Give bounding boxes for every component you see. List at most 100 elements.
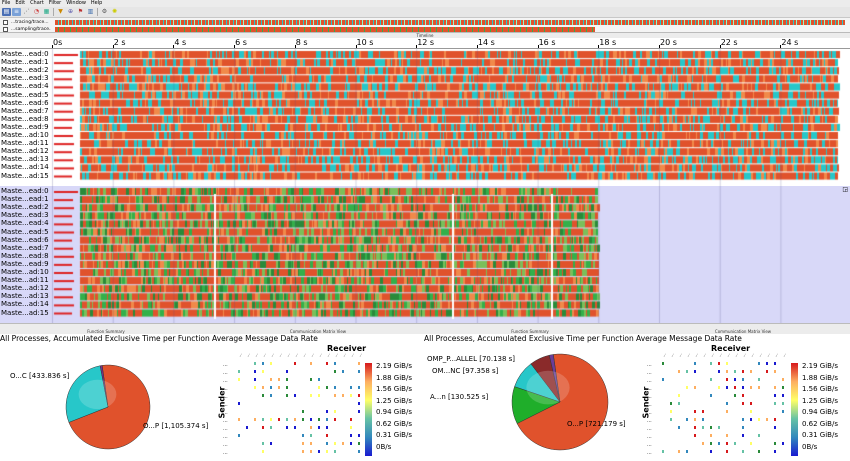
filter-icon[interactable]: ▼	[58, 8, 63, 15]
matrix-cell[interactable]	[238, 402, 240, 405]
matrix-cell[interactable]	[286, 378, 288, 381]
thread-label[interactable]: Maste...ead:0	[1, 187, 49, 195]
matrix-cell[interactable]	[710, 442, 712, 445]
timeline-bottom-canvas[interactable]	[0, 186, 850, 323]
matrix-cell[interactable]	[710, 434, 712, 437]
communication-matrix-icon[interactable]: ▦	[43, 8, 50, 15]
matrix-cell[interactable]	[782, 386, 784, 389]
pie-slice[interactable]	[516, 353, 609, 451]
thread-label[interactable]: Maste...ead:3	[1, 211, 49, 220]
process-profile-icon[interactable]: ≡	[12, 8, 21, 16]
matrix-cell[interactable]	[742, 418, 744, 421]
matrix-cell[interactable]	[718, 426, 720, 429]
matrix-cell[interactable]	[726, 402, 728, 405]
matrix-cell[interactable]	[262, 394, 264, 397]
matrix-cell[interactable]	[358, 450, 360, 453]
matrix-cell[interactable]	[318, 386, 320, 389]
matrix-cell[interactable]	[310, 426, 312, 429]
matrix-cell[interactable]	[678, 402, 680, 405]
matrix-cell[interactable]	[286, 426, 288, 429]
matrix-cell[interactable]	[310, 418, 312, 421]
matrix-cell[interactable]	[678, 394, 680, 397]
thread-label[interactable]: Maste...ad:10	[1, 131, 49, 139]
matrix-cell[interactable]	[686, 418, 688, 421]
thread-label[interactable]: Maste...ead:5	[1, 90, 49, 99]
matrix-cell[interactable]	[326, 386, 328, 389]
thread-label[interactable]: Maste...ad:15	[1, 308, 49, 317]
matrix-cell[interactable]	[678, 426, 680, 429]
menu-filter[interactable]: Filter	[48, 0, 62, 6]
matrix-cell[interactable]	[726, 442, 728, 445]
matrix-cell[interactable]	[774, 402, 776, 405]
matrix-cell[interactable]	[758, 418, 760, 421]
matrix-cell[interactable]	[774, 362, 776, 365]
matrix-cell[interactable]	[238, 370, 240, 373]
thread-label[interactable]: Maste...ad:14	[1, 163, 49, 172]
matrix-cell[interactable]	[254, 378, 256, 381]
pie-slice[interactable]	[68, 364, 151, 450]
thread-label[interactable]: Maste...ad:13	[1, 292, 49, 301]
matrix-cell[interactable]	[670, 410, 672, 413]
matrix-cell[interactable]	[686, 370, 688, 373]
matrix-cell[interactable]	[678, 450, 680, 453]
matrix-cell[interactable]	[342, 442, 344, 445]
matrix-cell[interactable]	[758, 386, 760, 389]
thread-label[interactable]: Maste...ead:6	[1, 235, 49, 244]
matrix-cell[interactable]	[262, 426, 264, 429]
matrix-cell[interactable]	[358, 410, 360, 413]
matrix-cell[interactable]	[270, 426, 272, 429]
matrix-cell[interactable]	[350, 426, 352, 429]
matrix-cell[interactable]	[662, 378, 664, 381]
thread-label[interactable]: Maste...ad:12	[1, 147, 49, 156]
matrix-cell[interactable]	[358, 434, 360, 437]
matrix-cell[interactable]	[294, 394, 296, 397]
matrix-cell[interactable]	[686, 386, 688, 389]
matrix-cell[interactable]	[750, 442, 752, 445]
matrix-cell[interactable]	[238, 378, 240, 381]
matrix-cell[interactable]	[694, 434, 696, 437]
matrix-cell[interactable]	[678, 370, 680, 373]
matrix-cell[interactable]	[310, 450, 312, 453]
matrix-cell[interactable]	[758, 362, 760, 365]
matrix-cell[interactable]	[710, 378, 712, 381]
matrix-cell[interactable]	[270, 442, 272, 445]
matrix-cell[interactable]	[758, 434, 760, 437]
matrix-cell[interactable]	[742, 434, 744, 437]
panel-corner-icon[interactable]: ◲	[842, 186, 848, 193]
matrix-cell[interactable]	[310, 434, 312, 437]
matrix-cell[interactable]	[334, 362, 336, 365]
matrix-cell[interactable]	[262, 386, 264, 389]
matrix-cell[interactable]	[734, 370, 736, 373]
matrix-cell[interactable]	[294, 418, 296, 421]
matrix-cell[interactable]	[726, 378, 728, 381]
matrix-cell[interactable]	[342, 394, 344, 397]
trace-checkbox[interactable]	[3, 27, 8, 32]
thread-label[interactable]: Maste...ad:10	[1, 268, 49, 276]
right-communication-matrix[interactable]: Average Message Data Rate Receiver Sende…	[636, 334, 850, 461]
thread-label[interactable]: Maste...ead:8	[1, 251, 49, 260]
matrix-cell[interactable]	[742, 386, 744, 389]
matrix-cell[interactable]	[726, 410, 728, 413]
matrix-cell[interactable]	[750, 370, 752, 373]
matrix-cell[interactable]	[694, 418, 696, 421]
timeline-top-panel[interactable]: Maste...ead:0 Maste...ead:1 Maste...ead:2 M…	[0, 49, 850, 186]
matrix-cell[interactable]	[350, 394, 352, 397]
matrix-cell[interactable]	[262, 370, 264, 373]
thread-label[interactable]: Maste...ead:2	[1, 203, 49, 212]
matrix-cell[interactable]	[270, 378, 272, 381]
matrix-cell[interactable]	[254, 418, 256, 421]
matrix-cell[interactable]	[742, 450, 744, 453]
matrix-cell[interactable]	[286, 370, 288, 373]
matrix-cell[interactable]	[358, 370, 360, 373]
matrix-cell[interactable]	[270, 394, 272, 397]
matrix-cell[interactable]	[742, 402, 744, 405]
lightbulb-icon[interactable]: ✺	[111, 8, 118, 15]
matrix-cell[interactable]	[774, 370, 776, 373]
matrix-cell[interactable]	[302, 418, 304, 421]
matrix-cell[interactable]	[358, 402, 360, 405]
matrix-cell[interactable]	[310, 362, 312, 365]
matrix-cell[interactable]	[694, 386, 696, 389]
matrix-cell[interactable]	[302, 442, 304, 445]
matrix-cell[interactable]	[358, 442, 360, 445]
matrix-cell[interactable]	[326, 450, 328, 453]
